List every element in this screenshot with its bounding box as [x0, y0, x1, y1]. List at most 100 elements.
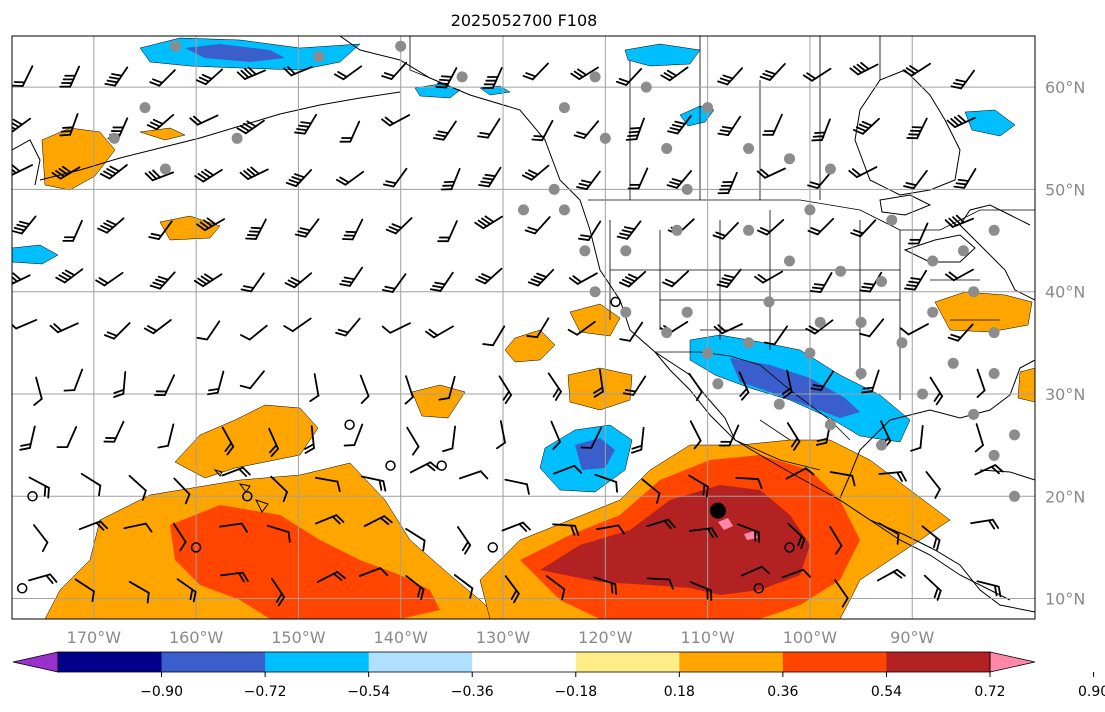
wind-barb: [157, 423, 175, 449]
station-marker-open: [753, 583, 765, 594]
wind-barb: [438, 375, 456, 401]
wind-barb: [341, 218, 364, 241]
wind-barb: [221, 466, 251, 477]
wind-barb: [735, 476, 763, 490]
wind-barb: [148, 220, 173, 240]
colorbar-segment: [58, 652, 163, 672]
wind-barb: [315, 514, 345, 525]
wind-barb: [381, 322, 411, 334]
wind-barb: [570, 66, 599, 81]
station-marker: [855, 368, 867, 379]
wind-barb: [526, 317, 550, 339]
wind-barb: [103, 420, 125, 443]
station-marker: [599, 132, 611, 144]
wind-barb: [236, 66, 267, 80]
wind-barb: [849, 61, 879, 76]
wind-barb: [113, 370, 127, 398]
wind-barb: [236, 119, 265, 135]
colorbar-frame: [57, 651, 991, 673]
wind-barbs: [12, 61, 1004, 608]
wind-barb: [149, 271, 176, 290]
latitude-tick-label: 40°N: [1045, 283, 1085, 302]
wind-barb: [763, 325, 788, 346]
wind-barb: [12, 215, 37, 235]
shading-darkred-east-pacific: [540, 485, 810, 595]
wind-barb: [404, 375, 414, 405]
shading-orange-gulf-patch: [1017, 367, 1035, 403]
shading-orange-offshore-4: [411, 384, 466, 419]
wind-barb: [28, 573, 58, 584]
wind-barb: [51, 165, 81, 180]
station-marker: [579, 245, 591, 257]
wind-barb: [522, 62, 549, 81]
coastline-caribbean-cuba: [979, 469, 1035, 481]
colorbar-extend-low: [12, 651, 59, 673]
wind-barb: [382, 273, 407, 293]
wind-barb: [294, 113, 318, 135]
station-marker-open: [344, 419, 355, 430]
wind-barb: [861, 369, 880, 394]
wind-barb: [496, 420, 506, 450]
station-marker: [702, 102, 714, 114]
wind-barb: [405, 528, 426, 552]
station-marker-open: [27, 491, 38, 502]
wind-barb: [193, 273, 223, 288]
border-canadian-provinces: [629, 36, 881, 200]
wind-barb: [923, 574, 942, 601]
wind-barb: [805, 319, 834, 335]
wind-barb: [762, 113, 783, 136]
colorbar-segment: [575, 652, 680, 672]
wind-barb: [207, 370, 225, 396]
wind-barb: [343, 423, 364, 447]
wind-barb: [615, 68, 643, 86]
station-marker: [824, 419, 836, 431]
wind-barb: [270, 577, 286, 607]
latitude-tick-label: 10°N: [1045, 590, 1085, 609]
wind-barb: [128, 580, 150, 604]
wind-barb: [953, 168, 977, 189]
wind-barb: [220, 571, 249, 583]
colorbar-tick-label: −0.18: [554, 684, 597, 700]
station-marker: [824, 163, 836, 175]
wind-barb: [103, 322, 131, 340]
wind-barb: [850, 219, 877, 238]
colorbar-segment: [886, 652, 991, 672]
colorbar-tick-label: −0.36: [451, 684, 494, 700]
wind-barb: [756, 167, 786, 179]
wind-barb: [78, 520, 109, 531]
map-panel: 170°W 160°W 150°W 140°W 130°W 120°W 110°W 100°W…: [11, 35, 1085, 647]
wind-barb: [285, 169, 313, 187]
coastline-hudson-bay: [854, 69, 961, 196]
station-marker: [661, 143, 673, 154]
coastline-hawaii: [213, 469, 269, 513]
wind-barb: [97, 217, 125, 234]
wind-barb: [662, 270, 689, 288]
station-marker: [1009, 429, 1020, 441]
wind-barb: [738, 371, 750, 401]
station-marker: [108, 132, 120, 144]
wind-barb: [266, 524, 291, 543]
wind-barb: [458, 470, 489, 480]
wind-barb: [976, 368, 986, 399]
shading-orange-north-pacific: [139, 127, 186, 141]
wind-barb: [405, 575, 425, 600]
wind-barb: [631, 426, 645, 454]
colorbar-extend-high: [989, 651, 1036, 673]
wind-barb: [718, 424, 740, 447]
longitude-tick-label: 140°W: [374, 628, 429, 647]
station-marker: [681, 306, 693, 318]
wind-barb: [567, 320, 596, 336]
wind-barb: [859, 318, 885, 338]
wind-barb: [717, 171, 738, 195]
wind-barb: [123, 522, 153, 533]
wind-barb: [12, 65, 34, 87]
shading-orange-offshore-2: [504, 329, 556, 363]
station-marker-open: [190, 542, 202, 553]
figure-title: 2025052700 F108: [451, 11, 598, 30]
longitude-tick-label: 120°W: [578, 628, 633, 647]
station-marker: [518, 204, 529, 216]
wind-barb: [95, 271, 124, 287]
wind-barb: [19, 425, 36, 451]
wind-barb: [498, 375, 513, 405]
latitude-tick-label: 60°N: [1045, 78, 1085, 97]
